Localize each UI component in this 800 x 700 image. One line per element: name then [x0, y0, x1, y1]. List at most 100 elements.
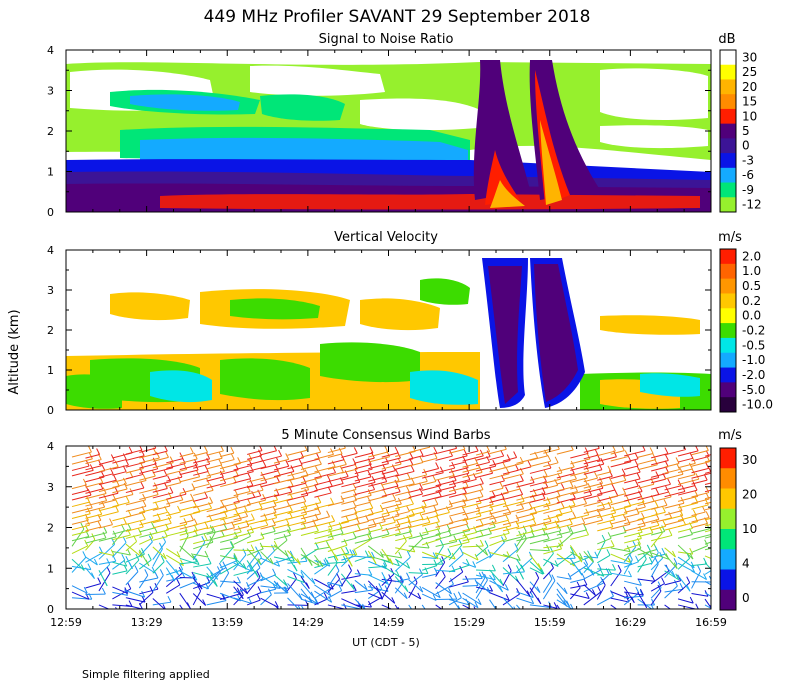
wind-barb-flag — [479, 490, 484, 497]
wind-barb — [610, 493, 626, 499]
wind-barb — [85, 532, 107, 539]
wind-barb — [220, 580, 241, 584]
wind-barb — [435, 505, 453, 512]
wind-barb — [543, 472, 563, 479]
wind-barb — [193, 563, 212, 568]
wind-barb — [664, 519, 684, 526]
wind-barb — [179, 464, 198, 471]
wind-barb — [677, 474, 696, 480]
wind-barb-flag — [314, 478, 319, 485]
wind-barb-flag — [673, 562, 678, 569]
wind-barb-flag — [89, 464, 94, 471]
wind-barb — [556, 466, 575, 472]
wind-barb — [166, 476, 183, 482]
wind-barb — [233, 519, 255, 526]
wind-barb — [664, 462, 680, 468]
wind-barb-flag — [150, 521, 155, 529]
wind-barb — [314, 480, 331, 486]
wind-barb — [543, 604, 558, 609]
colorbar-swatch — [720, 337, 736, 354]
wind-barb-flag — [622, 487, 627, 494]
wind-barb — [516, 512, 537, 519]
wind-barb — [192, 590, 202, 606]
wind-barb — [677, 534, 693, 539]
wind-barb — [597, 471, 612, 476]
wind-barb-flag — [323, 592, 328, 600]
wind-barb — [314, 492, 332, 498]
wind-barb — [691, 545, 708, 553]
wind-barb — [71, 528, 85, 547]
wind-barb — [152, 481, 171, 487]
wind-barb-flag — [612, 506, 617, 514]
wind-barb — [300, 588, 313, 603]
wind-barb — [98, 466, 119, 473]
wind-barb — [408, 591, 422, 600]
wind-barb-flag — [630, 596, 635, 604]
wind-barb — [179, 511, 201, 518]
wind-barb — [152, 561, 165, 574]
wind-barb — [583, 494, 603, 500]
wind-barb — [624, 478, 641, 484]
wind-barb-flag — [305, 582, 310, 589]
wind-barb — [273, 534, 291, 540]
wind-barb — [462, 562, 476, 568]
wind-barb — [246, 495, 261, 500]
wind-barb — [502, 593, 520, 606]
wind-barb — [327, 562, 338, 576]
wind-barb-flag — [378, 583, 383, 590]
wind-barb-flag — [454, 446, 458, 449]
wind-barb — [287, 520, 307, 527]
wind-barb — [529, 455, 548, 461]
wind-barb-flag — [290, 555, 295, 562]
wind-barb-flag — [159, 542, 163, 550]
wind-barb — [570, 529, 587, 535]
wind-barb — [462, 525, 484, 532]
wind-barb — [233, 484, 253, 491]
wind-barb — [179, 488, 195, 494]
wind-barb — [314, 565, 328, 575]
wind-barb — [354, 501, 371, 507]
wind-barb — [691, 533, 711, 540]
wind-barb-flag — [276, 560, 281, 567]
wind-barb — [408, 455, 424, 460]
wind-barb — [287, 489, 309, 496]
wind-barb — [85, 500, 107, 507]
wind-barb-flag — [384, 446, 389, 453]
wind-barb — [193, 507, 212, 514]
wind-barb — [395, 578, 410, 583]
wind-barb — [125, 455, 145, 461]
wind-barb-flag — [646, 544, 651, 552]
wind-barb — [368, 489, 385, 495]
wind-barb — [179, 469, 199, 476]
wind-barb — [327, 447, 346, 454]
wind-barb-flag — [679, 583, 684, 590]
wind-barb-flag — [549, 547, 554, 554]
wind-barb — [570, 465, 589, 471]
wind-barb — [704, 471, 711, 474]
wind-barb — [395, 478, 411, 484]
wind-barb-flag — [248, 565, 253, 572]
wind-barb — [650, 552, 669, 560]
wind-barb — [637, 524, 660, 532]
wind-barb-flag — [242, 548, 247, 555]
wind-barb-flag — [584, 558, 589, 565]
wind-barb — [664, 491, 686, 498]
wind-barb — [422, 510, 437, 516]
wind-barb-flag — [398, 551, 403, 559]
wind-barb — [381, 521, 396, 527]
wind-barb-flag — [122, 453, 127, 460]
wind-barb-flag — [97, 520, 102, 528]
time-tick-label: 15:29 — [453, 616, 485, 629]
wind-barb — [125, 449, 143, 455]
wind-barb — [125, 487, 145, 494]
wind-barb-flag — [691, 468, 696, 475]
wind-barb-flag — [559, 539, 564, 546]
colorbar-label: 10 — [742, 109, 757, 123]
wind-barb — [85, 583, 101, 589]
wind-barb — [71, 451, 92, 458]
wind-barb-flag — [256, 571, 261, 578]
wind-barb — [408, 518, 424, 524]
wind-barb — [327, 501, 345, 507]
wind-barb-flag — [465, 558, 470, 566]
